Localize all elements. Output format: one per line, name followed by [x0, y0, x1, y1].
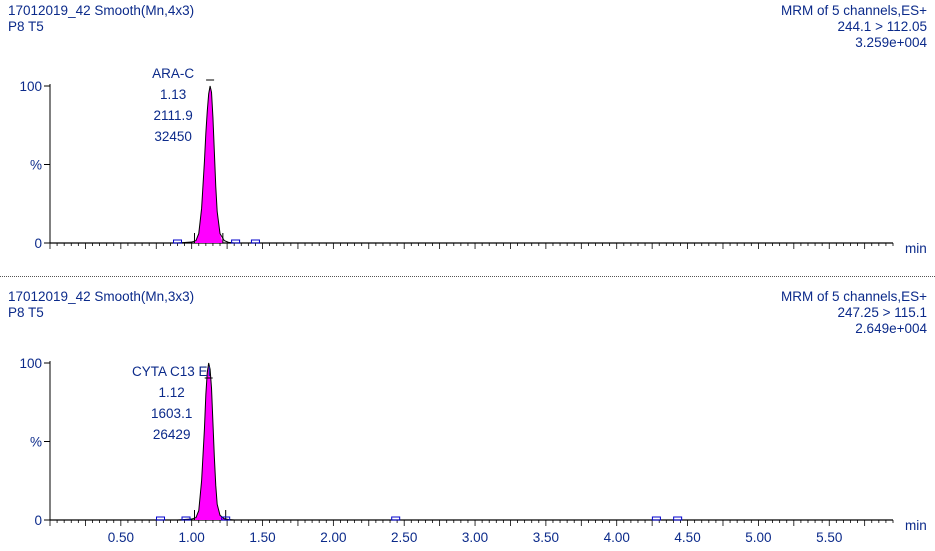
chart-2-peak-rt: 1.12	[159, 385, 185, 400]
chart-1-y-tick-label: 100	[19, 79, 42, 94]
chart-2-y-tick-label: 0	[34, 513, 42, 528]
chromatogram-panel-2: 17012019_42 Smooth(Mn,3x3) P8 T5 MRM of …	[0, 278, 935, 551]
chart-1-peak-height: 32450	[154, 129, 192, 144]
panel-1-sample-id: P8 T5	[8, 19, 44, 34]
panel-divider	[0, 276, 935, 277]
chart-2-x-tick-label: 3.50	[533, 530, 559, 545]
chart-2-baseline-marker	[156, 516, 166, 521]
panel-2-sample-id: P8 T5	[8, 305, 44, 320]
chart-1-peak-name: ARA-C	[152, 66, 194, 81]
panel-1-scan-function: MRM of 5 channels,ES+	[781, 3, 927, 18]
chart-2-y-axis-label: %	[30, 435, 42, 450]
chart-2-x-tick-label: 4.00	[604, 530, 630, 545]
chart-2-x-tick-label: 5.00	[745, 530, 771, 545]
chart-1-y-tick-label: 0	[34, 236, 42, 251]
chart-2-baseline-marker	[651, 516, 661, 521]
panel-1-intensity: 3.259e+004	[855, 35, 927, 50]
chart-2-x-tick-label: 3.00	[462, 530, 488, 545]
chart-2-y-tick-label: 100	[19, 356, 42, 371]
panel-1-sample-title: 17012019_42 Smooth(Mn,4x3)	[8, 3, 195, 18]
panel-2-transition: 247.25 > 115.1	[837, 305, 927, 320]
chart-2-plot: 100 0% min 0.50 1.00 1.50 2.00 2.50 3.00 3.50 4.00…	[19, 356, 927, 545]
chart-2-x-tick-label: 1.00	[179, 530, 205, 545]
chart-1-peak-rt: 1.13	[160, 87, 186, 102]
chart-2-peak-area-value: 1603.1	[151, 406, 192, 421]
chart-2-x-tick-label: 5.50	[816, 530, 842, 545]
chart-2-x-tick-label: 2.00	[320, 530, 346, 545]
chart-1-baseline-marker	[231, 239, 241, 244]
chart-2-x-tick-label: 1.50	[249, 530, 275, 545]
chart-1-plot: 100 0% min ARA-C 1.13 2111.9 32450	[19, 66, 927, 256]
chart-2-x-tick-label: 0.50	[108, 530, 134, 545]
panel-2-scan-function: MRM of 5 channels,ES+	[781, 289, 927, 304]
panel-2-intensity: 2.649e+004	[855, 321, 927, 336]
chart-2-peak-height: 26429	[153, 427, 191, 442]
chart-1-peak-area	[194, 86, 223, 243]
panel-1-transition: 244.1 > 112.05	[837, 19, 927, 34]
chromatogram-panel-1: 17012019_42 Smooth(Mn,4x3) P8 T5 MRM of …	[8, 3, 927, 256]
chart-1-baseline-marker	[173, 239, 183, 244]
panel-2-sample-title: 17012019_42 Smooth(Mn,3x3)	[8, 289, 195, 304]
chart-2-baseline-marker	[391, 516, 401, 521]
chart-1-baseline-marker	[250, 239, 260, 244]
chart-2-x-tick-label: 2.50	[391, 530, 417, 545]
chart-1-x-axis-label: min	[905, 241, 927, 256]
chart-2-x-tick-label: 4.50	[674, 530, 700, 545]
chart-2-baseline-marker	[673, 516, 683, 521]
chart-2-baseline-marker	[221, 516, 231, 521]
chart-2-peak-area	[194, 363, 226, 520]
chart-1-peak-area-value: 2111.9	[153, 108, 192, 123]
chart-2-peak-name: CYTA C13 EI	[132, 364, 211, 379]
chart-1-y-axis-label: %	[30, 158, 42, 173]
chart-2-x-axis-label: min	[905, 518, 927, 533]
chart-2-baseline-marker	[181, 516, 191, 521]
